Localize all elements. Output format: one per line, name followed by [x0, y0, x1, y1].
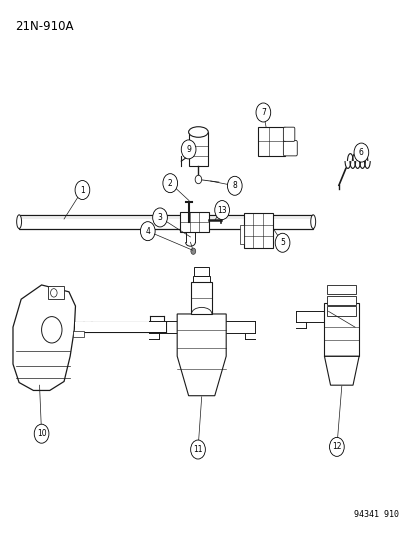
- Text: 2: 2: [167, 179, 172, 188]
- Bar: [324, 303, 358, 356]
- Circle shape: [41, 317, 62, 343]
- Polygon shape: [177, 314, 225, 395]
- Circle shape: [195, 175, 201, 184]
- Ellipse shape: [17, 215, 21, 229]
- Bar: [47, 286, 64, 299]
- Bar: [192, 276, 210, 282]
- Circle shape: [190, 248, 195, 254]
- Bar: [326, 295, 356, 305]
- Text: 13: 13: [217, 206, 226, 215]
- Ellipse shape: [188, 127, 208, 138]
- Text: 12: 12: [331, 442, 341, 451]
- Bar: [326, 285, 356, 294]
- Circle shape: [34, 424, 49, 443]
- Circle shape: [50, 289, 57, 297]
- Bar: [73, 332, 83, 337]
- Circle shape: [75, 181, 90, 199]
- Bar: [180, 212, 209, 232]
- Bar: [243, 213, 273, 247]
- Circle shape: [353, 143, 368, 162]
- Text: 10: 10: [37, 429, 46, 438]
- Circle shape: [275, 233, 289, 252]
- Circle shape: [140, 222, 155, 241]
- Text: 7: 7: [260, 108, 265, 117]
- Circle shape: [255, 103, 270, 122]
- Circle shape: [329, 438, 343, 456]
- Text: 11: 11: [193, 445, 202, 454]
- FancyBboxPatch shape: [282, 141, 297, 156]
- Text: 21N-910A: 21N-910A: [15, 20, 74, 33]
- Circle shape: [214, 200, 229, 220]
- Bar: [257, 127, 284, 156]
- Circle shape: [152, 208, 167, 227]
- Circle shape: [227, 176, 242, 195]
- Circle shape: [190, 440, 205, 459]
- Bar: [239, 225, 243, 244]
- Text: 8: 8: [232, 181, 237, 190]
- Bar: [19, 215, 313, 229]
- Bar: [326, 306, 356, 316]
- Text: 6: 6: [358, 148, 363, 157]
- Bar: [188, 132, 208, 166]
- Bar: [194, 266, 209, 276]
- Circle shape: [162, 174, 177, 192]
- Text: 4: 4: [145, 227, 150, 236]
- Text: 3: 3: [157, 213, 162, 222]
- Ellipse shape: [310, 215, 315, 229]
- Text: 1: 1: [80, 185, 85, 195]
- Text: 94341 910: 94341 910: [353, 510, 398, 519]
- Text: 5: 5: [280, 238, 284, 247]
- Bar: [191, 282, 212, 314]
- Circle shape: [181, 140, 195, 159]
- Polygon shape: [324, 356, 358, 385]
- Text: 9: 9: [186, 145, 190, 154]
- FancyBboxPatch shape: [282, 127, 294, 141]
- Polygon shape: [13, 285, 75, 391]
